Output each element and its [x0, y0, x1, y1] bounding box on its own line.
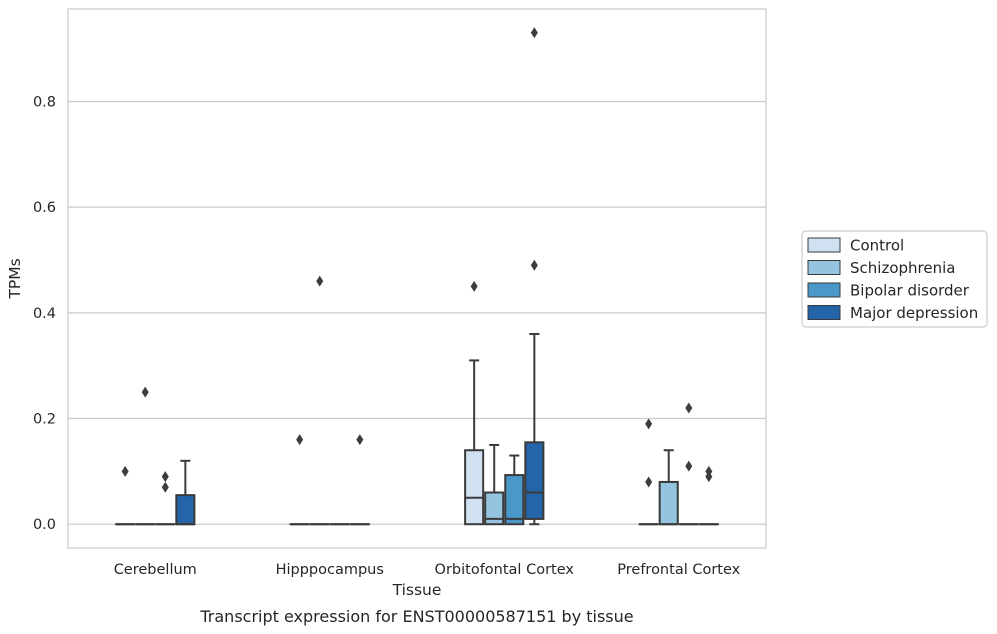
x-axis-label: Tissue	[392, 581, 442, 599]
legend-swatch	[807, 305, 841, 320]
box-schizophrenia	[135, 386, 156, 526]
box-iqr	[175, 494, 196, 526]
outlier-point	[316, 275, 324, 287]
y-axis-label: TPMs	[6, 258, 24, 299]
box-major-depression	[175, 459, 196, 526]
box-control	[289, 434, 310, 526]
outlier-point	[141, 386, 149, 398]
box-control	[638, 418, 659, 526]
box-bipolar-disorder	[504, 454, 525, 526]
box-series-layer	[115, 27, 719, 526]
outlier-point	[645, 476, 653, 488]
box-iqr	[504, 474, 525, 526]
legend-label: Schizophrenia	[850, 259, 955, 277]
box-schizophrenia	[309, 275, 330, 526]
y-tick-label: 0.0	[33, 517, 56, 533]
outlier-point	[161, 471, 169, 483]
box-major-depression	[698, 465, 719, 526]
outlier-point	[296, 434, 304, 446]
box-bipolar-disorder	[678, 402, 699, 526]
outlier-point	[530, 259, 538, 271]
outlier-point	[685, 402, 693, 414]
box-control	[115, 465, 136, 526]
y-tick-label: 0.2	[33, 412, 56, 428]
box-iqr	[658, 480, 679, 526]
box-control	[464, 280, 485, 526]
x-tick-label: Prefrontal Cortex	[617, 562, 740, 578]
x-axis-ticks: Cerebellum Hipppocampus Orbitofontal Corte…	[114, 562, 741, 578]
legend-label: Bipolar disorder	[850, 282, 970, 300]
outlier-point	[470, 280, 478, 292]
y-tick-label: 0.8	[33, 94, 56, 110]
plot-area-frame	[67, 8, 767, 549]
box-iqr	[484, 491, 505, 526]
box-iqr	[464, 449, 485, 526]
outlier-point	[705, 465, 713, 477]
box-bipolar-disorder	[155, 471, 176, 526]
legend: Control Schizophrenia Bipolar disorder Majo…	[801, 230, 988, 328]
x-tick-label: Cerebellum	[114, 562, 197, 578]
y-tick-label: 0.6	[33, 200, 56, 216]
legend-swatch	[807, 260, 841, 275]
legend-swatch	[807, 237, 841, 253]
y-axis-ticks: 0.0 0.2 0.4 0.6 0.8	[33, 94, 56, 533]
legend-frame	[801, 230, 988, 328]
outlier-point	[356, 434, 364, 446]
outlier-point	[121, 465, 129, 477]
outlier-point	[161, 481, 169, 493]
box-schizophrenia	[484, 443, 505, 526]
x-tick-label: Hipppocampus	[276, 562, 384, 578]
box-major-depression	[349, 434, 370, 526]
box-major-depression	[524, 27, 545, 526]
legend-label: Major depression	[850, 304, 978, 322]
box-schizophrenia	[658, 449, 679, 526]
y-tick-label: 0.4	[33, 306, 56, 322]
gridlines	[68, 100, 766, 525]
x-tick-label: Orbitofontal Cortex	[435, 562, 575, 578]
outlier-point	[645, 418, 653, 430]
outlier-point	[530, 27, 538, 39]
legend-swatch	[807, 282, 841, 298]
chart-caption: Transcript expression for ENST0000058715…	[199, 607, 633, 626]
outlier-point	[685, 460, 693, 472]
legend-label: Control	[850, 237, 904, 255]
box-iqr	[524, 441, 545, 520]
